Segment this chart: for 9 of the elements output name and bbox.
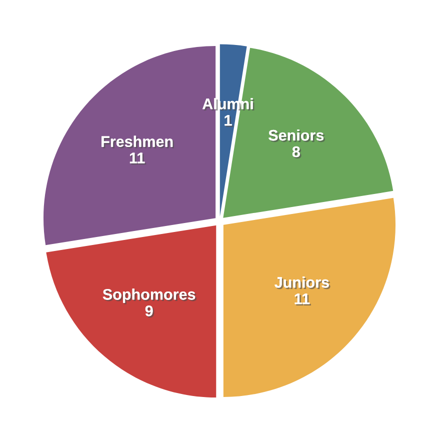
data-label: 11 (294, 294, 311, 306)
data-label: 9 (145, 305, 154, 318)
data-label: 8 (292, 146, 302, 159)
data-label: 1 (224, 115, 234, 127)
slice-label: Freshmen (102, 136, 174, 148)
slice-label: Juniors (274, 276, 330, 290)
data-label: 11 (130, 152, 146, 165)
slice-label: Sophomores (102, 288, 197, 304)
slice-label: Seniors (268, 129, 325, 142)
